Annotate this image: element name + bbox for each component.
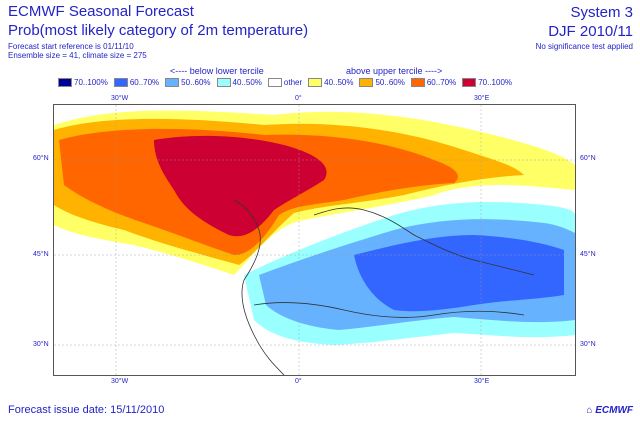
- map-svg: [54, 105, 575, 375]
- legend-item: 40..50%: [216, 78, 262, 87]
- lat-label-right: 60°N: [580, 155, 596, 162]
- system-label: System 3: [570, 4, 633, 21]
- legend-item: other: [267, 78, 303, 87]
- legend-label: 70..100%: [478, 78, 513, 87]
- legend-swatch: [359, 78, 374, 87]
- legend-swatch: [462, 78, 477, 87]
- ecmwf-logo: ⌂ ECMWF: [586, 405, 633, 416]
- legend-above-label: above upper tercile ---->: [346, 66, 443, 76]
- legend-label: other: [283, 78, 303, 87]
- ensemble-size: Ensemble size = 41, climate size = 275: [8, 51, 147, 60]
- legend-label: 40..50%: [232, 78, 262, 87]
- start-reference: Forecast start reference is 01/11/10: [8, 42, 134, 51]
- chart-title: ECMWF Seasonal Forecast: [8, 3, 194, 20]
- period-label: DJF 2010/11: [548, 23, 633, 40]
- forecast-map: [53, 104, 576, 376]
- legend-item: 40..50%: [308, 78, 353, 87]
- legend-item: 60..70%: [113, 78, 160, 87]
- legend-label: 60..70%: [129, 78, 160, 87]
- lon-label-top: 0°: [295, 95, 302, 102]
- chart-subtitle: Prob(most likely category of 2m temperat…: [8, 22, 309, 39]
- legend-item: 70..100%: [462, 78, 512, 87]
- legend-label: 50..60%: [375, 78, 405, 87]
- lon-label-bottom: 30°E: [474, 378, 490, 385]
- legend-swatch: [308, 78, 323, 87]
- significance-note: No significance test applied: [535, 42, 633, 51]
- legend-below-label: <---- below lower tercile: [170, 66, 264, 76]
- legend-label: 50..60%: [181, 78, 211, 87]
- ecmwf-logo-icon: ⌂: [586, 405, 593, 416]
- warm-core: [154, 135, 327, 237]
- issue-date: Forecast issue date: 15/11/2010: [8, 404, 165, 416]
- lat-label-left: 60°N: [33, 155, 49, 162]
- legend-item: 60..70%: [410, 78, 457, 87]
- legend-label: 70..100%: [74, 78, 108, 87]
- legend-swatch: [113, 78, 128, 87]
- lon-label-top: 30°E: [474, 95, 490, 102]
- lon-label-top: 30°W: [111, 95, 129, 102]
- cold-band-blue: [354, 235, 564, 312]
- lon-label-bottom: 30°W: [111, 378, 129, 385]
- legend-swatch: [58, 78, 72, 87]
- legend-swatch: [165, 78, 180, 87]
- legend-swatch: [410, 78, 425, 87]
- legend-swatch: [267, 78, 282, 87]
- coastline-west: [233, 199, 285, 375]
- coastline-europe: [313, 207, 535, 276]
- ecmwf-logo-text: ECMWF: [595, 405, 633, 416]
- legend-item: 70..100%: [58, 78, 108, 87]
- legend-label: 60..70%: [426, 78, 457, 87]
- lat-label-right: 30°N: [580, 341, 596, 348]
- lat-label-right: 45°N: [580, 251, 596, 258]
- legend-item: 50..60%: [359, 78, 405, 87]
- lon-label-bottom: 0°: [295, 378, 302, 385]
- legend-label: 40..50%: [324, 78, 354, 87]
- lat-label-left: 45°N: [33, 251, 49, 258]
- legend-item: 50..60%: [165, 78, 211, 87]
- legend: 70..100% 60..70% 50..60% 40..50% other 4…: [58, 78, 512, 87]
- lat-label-left: 30°N: [33, 341, 49, 348]
- legend-swatch: [216, 78, 231, 87]
